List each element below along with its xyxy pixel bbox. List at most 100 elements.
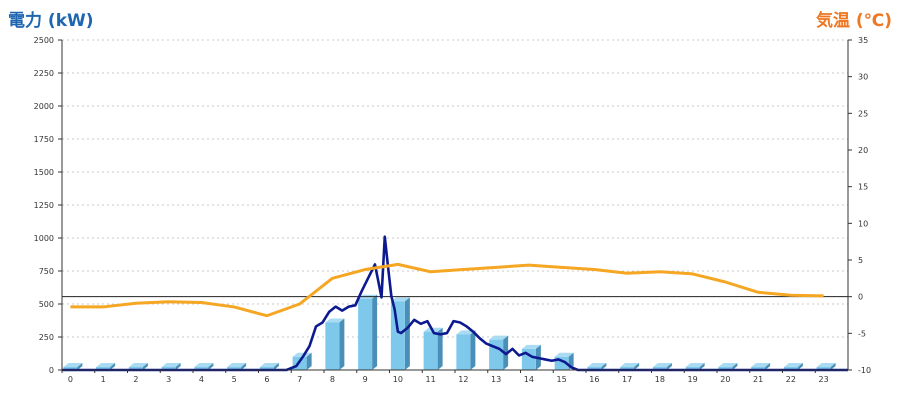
grid-layer [62,39,848,338]
bar-top [652,363,672,367]
x-tick-label: 0 [68,375,73,384]
bar-top [128,363,148,367]
bars-layer [63,294,836,370]
left-tick-label: 1500 [34,168,54,177]
bar-side [601,363,607,370]
temperature-line [70,262,824,318]
right-tick-label: 15 [858,183,868,192]
left-tick-label: 750 [39,267,54,276]
x-tick-label: 13 [491,375,501,384]
bar-top [63,363,83,367]
x-tick-label: 19 [688,375,698,384]
bar [783,367,798,370]
bar-side [110,363,116,370]
right-tick-label: -10 [858,366,871,375]
bar [456,334,471,370]
labels-layer: 02505007501000125015001750200022502500-1… [34,36,871,384]
left-tick-label: 500 [39,300,54,309]
bar-side [732,363,738,370]
bar-side [208,363,214,370]
x-tick-label: 6 [264,375,269,384]
bar-side [77,363,83,370]
x-tick-label: 4 [199,375,204,384]
x-tick-label: 7 [297,375,302,384]
right-tick-label: -5 [858,329,866,338]
left-tick-label: 2250 [34,69,54,78]
bar [161,367,176,370]
bar-side [797,363,803,370]
bar-top [161,363,181,367]
bar [194,367,209,370]
x-tick-label: 20 [720,375,730,384]
x-tick-label: 21 [753,375,763,384]
bar [751,367,766,370]
x-tick-label: 9 [363,375,368,384]
left-tick-label: 250 [39,333,54,342]
x-tick-label: 14 [524,375,534,384]
bar [652,367,667,370]
bar-top [325,318,345,323]
x-tick-label: 15 [557,375,567,384]
bar [685,367,700,370]
x-tick-label: 18 [655,375,665,384]
bar-side [175,363,181,370]
right-tick-label: 0 [858,293,863,302]
right-tick-label: 10 [858,219,868,228]
x-tick-label: 8 [330,375,335,384]
bar-side [372,294,378,370]
bar [259,367,274,370]
x-tick-label: 12 [458,375,468,384]
right-tick-label: 35 [858,36,868,45]
right-tick-label: 5 [858,256,863,265]
bar [521,348,536,370]
bar-top [456,330,476,335]
power-line [62,235,848,372]
bar-side [765,363,771,370]
bar-top [587,363,607,367]
bar-side [273,363,279,370]
left-tick-label: 1000 [34,234,54,243]
bar [390,301,405,370]
left-axis-title: 電力 (kW) [8,11,94,31]
bar [227,367,242,370]
bar [325,322,340,370]
bar-side [241,363,247,370]
bar-top [521,344,541,349]
bar-top [259,363,279,367]
x-tick-label: 16 [589,375,599,384]
bar [96,367,111,370]
right-tick-label: 20 [858,146,868,155]
bar-side [339,318,345,370]
bar [718,367,733,370]
bar-top [194,363,214,367]
right-tick-label: 25 [858,109,868,118]
left-tick-label: 2500 [34,36,54,45]
bar-top [620,363,640,367]
left-tick-label: 2000 [34,102,54,111]
right-axis-title: 気温 (℃) [815,11,892,31]
bar [358,298,373,370]
left-tick-label: 1750 [34,135,54,144]
bar-side [470,330,476,370]
x-tick-label: 1 [101,375,106,384]
left-tick-label: 0 [49,366,54,375]
bar-side [306,352,312,370]
lines-layer [62,235,848,372]
bar [587,367,602,370]
x-tick-label: 17 [622,375,632,384]
x-tick-label: 2 [133,375,138,384]
bar-side [634,363,640,370]
bar-top [685,363,705,367]
bar [63,367,78,370]
bar-top [554,352,574,357]
bar-top [489,335,509,340]
bar [816,367,831,370]
bar-side [142,363,148,370]
bar-side [437,327,443,370]
bar-top [292,352,312,357]
x-tick-label: 23 [819,375,829,384]
bar-top [96,363,116,367]
bar-side [699,363,705,370]
bar [128,367,143,370]
